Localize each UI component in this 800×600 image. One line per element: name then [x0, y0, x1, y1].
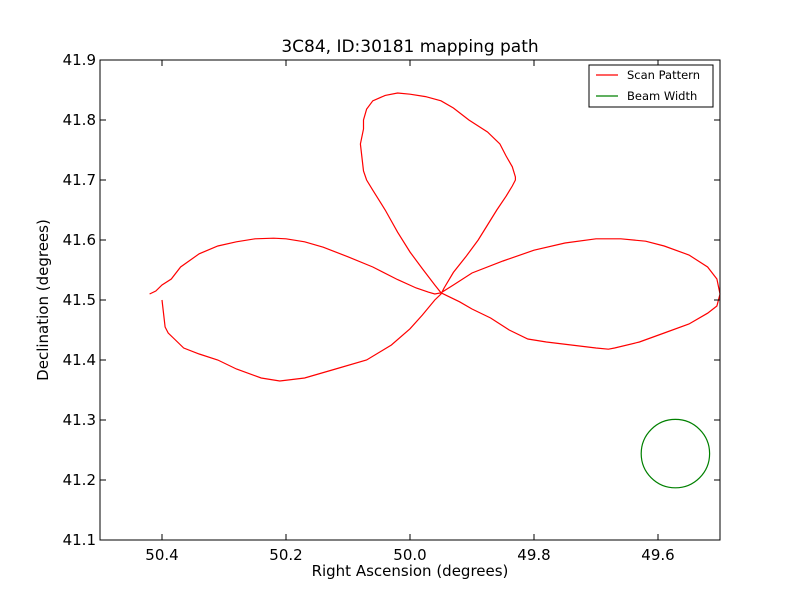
- y-tick-label: 41.6: [63, 231, 96, 249]
- y-tick-label: 41.8: [63, 111, 96, 129]
- x-tick-label: 50.2: [269, 546, 302, 564]
- series-beam-width-circle: [640, 418, 711, 489]
- plot-area: [149, 92, 721, 489]
- legend-label-scan-pattern: Scan Pattern: [627, 68, 700, 82]
- x-tick-label: 49.8: [517, 546, 550, 564]
- x-tick-label: 49.6: [641, 546, 674, 564]
- y-tick-label: 41.2: [63, 471, 96, 489]
- legend-box: [588, 64, 714, 108]
- x-tick-label: 50.4: [145, 546, 178, 564]
- x-tick-label: 50.0: [393, 546, 426, 564]
- y-tick-label: 41.9: [63, 51, 96, 69]
- x-axis-label: Right Ascension (degrees): [312, 562, 509, 580]
- legend-label-beam-width: Beam Width: [627, 89, 697, 103]
- y-tick-label: 41.4: [63, 351, 96, 369]
- y-tick-label: 41.7: [63, 171, 96, 189]
- y-tick-label: 41.3: [63, 411, 96, 429]
- y-tick-label: 41.1: [63, 531, 96, 549]
- chart-title: 3C84, ID:30181 mapping path: [281, 37, 538, 57]
- axis-ticks: 50.4 50.2 50.0 49.8 49.6 41.1 41.2 41.3 41.4 41.5…: [63, 51, 720, 564]
- legend: Scan Pattern Beam Width: [588, 64, 714, 108]
- y-axis-label: Declination (degrees): [34, 219, 52, 381]
- series-scan-pattern-line: [149, 92, 721, 382]
- y-tick-label: 41.5: [63, 291, 96, 309]
